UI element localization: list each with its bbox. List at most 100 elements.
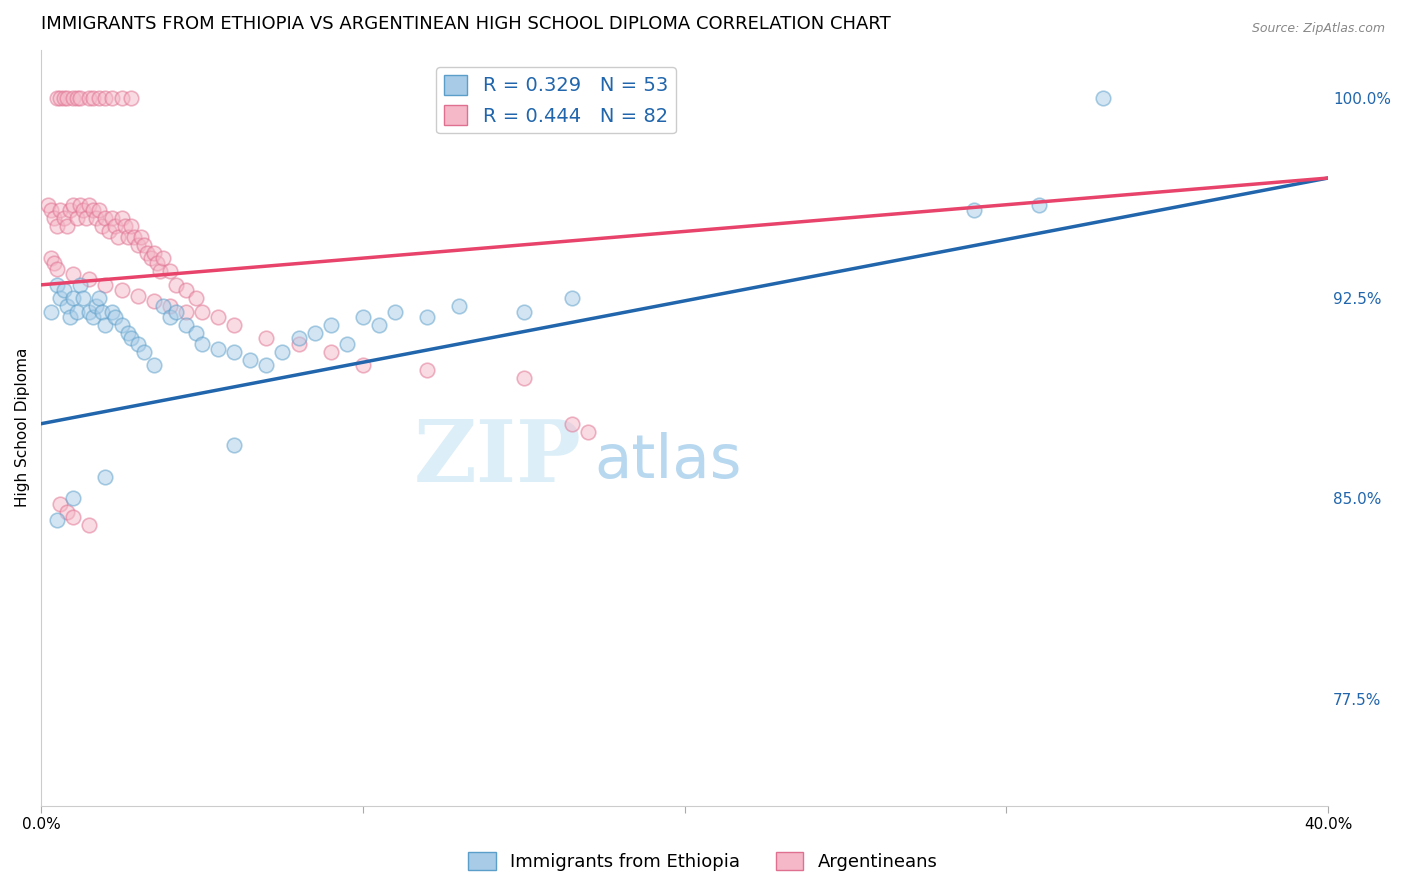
Point xyxy=(79,304,101,318)
Point xyxy=(79,91,101,105)
Point xyxy=(127,336,149,351)
Point xyxy=(449,299,471,313)
Point xyxy=(42,256,65,270)
Point xyxy=(174,318,197,332)
Point xyxy=(159,299,181,313)
Point xyxy=(304,326,326,340)
Point xyxy=(59,310,82,324)
Point xyxy=(159,264,181,278)
Point xyxy=(104,219,127,233)
Point xyxy=(184,326,207,340)
Text: atlas: atlas xyxy=(595,433,742,491)
Point xyxy=(79,272,101,286)
Point xyxy=(59,202,82,217)
Point xyxy=(39,251,62,265)
Point xyxy=(46,277,69,292)
Point xyxy=(963,202,986,217)
Point xyxy=(39,304,62,318)
Point xyxy=(84,299,107,313)
Point xyxy=(65,304,87,318)
Point xyxy=(107,229,129,244)
Point xyxy=(139,251,162,265)
Point xyxy=(513,371,536,385)
Point xyxy=(56,299,79,313)
Point xyxy=(142,358,165,372)
Point xyxy=(254,331,277,345)
Point xyxy=(52,91,75,105)
Point xyxy=(46,261,69,276)
Point xyxy=(142,245,165,260)
Point xyxy=(120,331,142,345)
Point xyxy=(117,229,139,244)
Point xyxy=(165,277,187,292)
Point xyxy=(69,91,91,105)
Text: ZIP: ZIP xyxy=(413,416,582,500)
Point xyxy=(207,342,229,356)
Text: IMMIGRANTS FROM ETHIOPIA VS ARGENTINEAN HIGH SCHOOL DIPLOMA CORRELATION CHART: IMMIGRANTS FROM ETHIOPIA VS ARGENTINEAN … xyxy=(41,15,891,33)
Point xyxy=(174,283,197,297)
Point xyxy=(384,304,406,318)
Point xyxy=(79,198,101,212)
Point xyxy=(49,202,72,217)
Point xyxy=(368,318,391,332)
Point xyxy=(152,299,174,313)
Point xyxy=(159,310,181,324)
Point xyxy=(352,358,374,372)
Point xyxy=(82,91,104,105)
Point xyxy=(174,304,197,318)
Text: Source: ZipAtlas.com: Source: ZipAtlas.com xyxy=(1251,22,1385,36)
Point xyxy=(114,219,136,233)
Point xyxy=(62,510,84,524)
Point xyxy=(37,198,59,212)
Point xyxy=(124,229,146,244)
Point xyxy=(110,91,132,105)
Point xyxy=(416,363,439,377)
Point xyxy=(82,310,104,324)
Point xyxy=(1091,91,1114,105)
Point xyxy=(39,202,62,217)
Point xyxy=(62,198,84,212)
Point xyxy=(132,237,155,252)
Point xyxy=(110,283,132,297)
Point xyxy=(56,505,79,519)
Point xyxy=(87,202,110,217)
Point xyxy=(224,318,246,332)
Point xyxy=(94,91,117,105)
Point xyxy=(84,211,107,225)
Point xyxy=(191,304,214,318)
Point xyxy=(127,237,149,252)
Point xyxy=(117,326,139,340)
Point xyxy=(62,291,84,305)
Point xyxy=(79,518,101,533)
Point xyxy=(224,438,246,452)
Point xyxy=(104,310,127,324)
Point xyxy=(82,202,104,217)
Point xyxy=(146,256,169,270)
Point xyxy=(110,318,132,332)
Point xyxy=(94,470,117,484)
Point xyxy=(72,291,94,305)
Point xyxy=(101,211,124,225)
Point xyxy=(49,91,72,105)
Point xyxy=(46,91,69,105)
Legend: R = 0.329   N = 53, R = 0.444   N = 82: R = 0.329 N = 53, R = 0.444 N = 82 xyxy=(436,67,676,134)
Point xyxy=(46,513,69,527)
Point xyxy=(136,245,159,260)
Point xyxy=(101,91,124,105)
Point xyxy=(416,310,439,324)
Point xyxy=(120,91,142,105)
Point xyxy=(254,358,277,372)
Point xyxy=(52,283,75,297)
Point xyxy=(69,277,91,292)
Point xyxy=(561,291,583,305)
Legend: Immigrants from Ethiopia, Argentineans: Immigrants from Ethiopia, Argentineans xyxy=(461,845,945,879)
Point xyxy=(152,251,174,265)
Point xyxy=(319,318,342,332)
Point xyxy=(94,318,117,332)
Point xyxy=(127,288,149,302)
Point xyxy=(97,224,120,238)
Point xyxy=(239,352,262,367)
Point xyxy=(336,336,359,351)
Point xyxy=(62,267,84,281)
Point xyxy=(62,491,84,506)
